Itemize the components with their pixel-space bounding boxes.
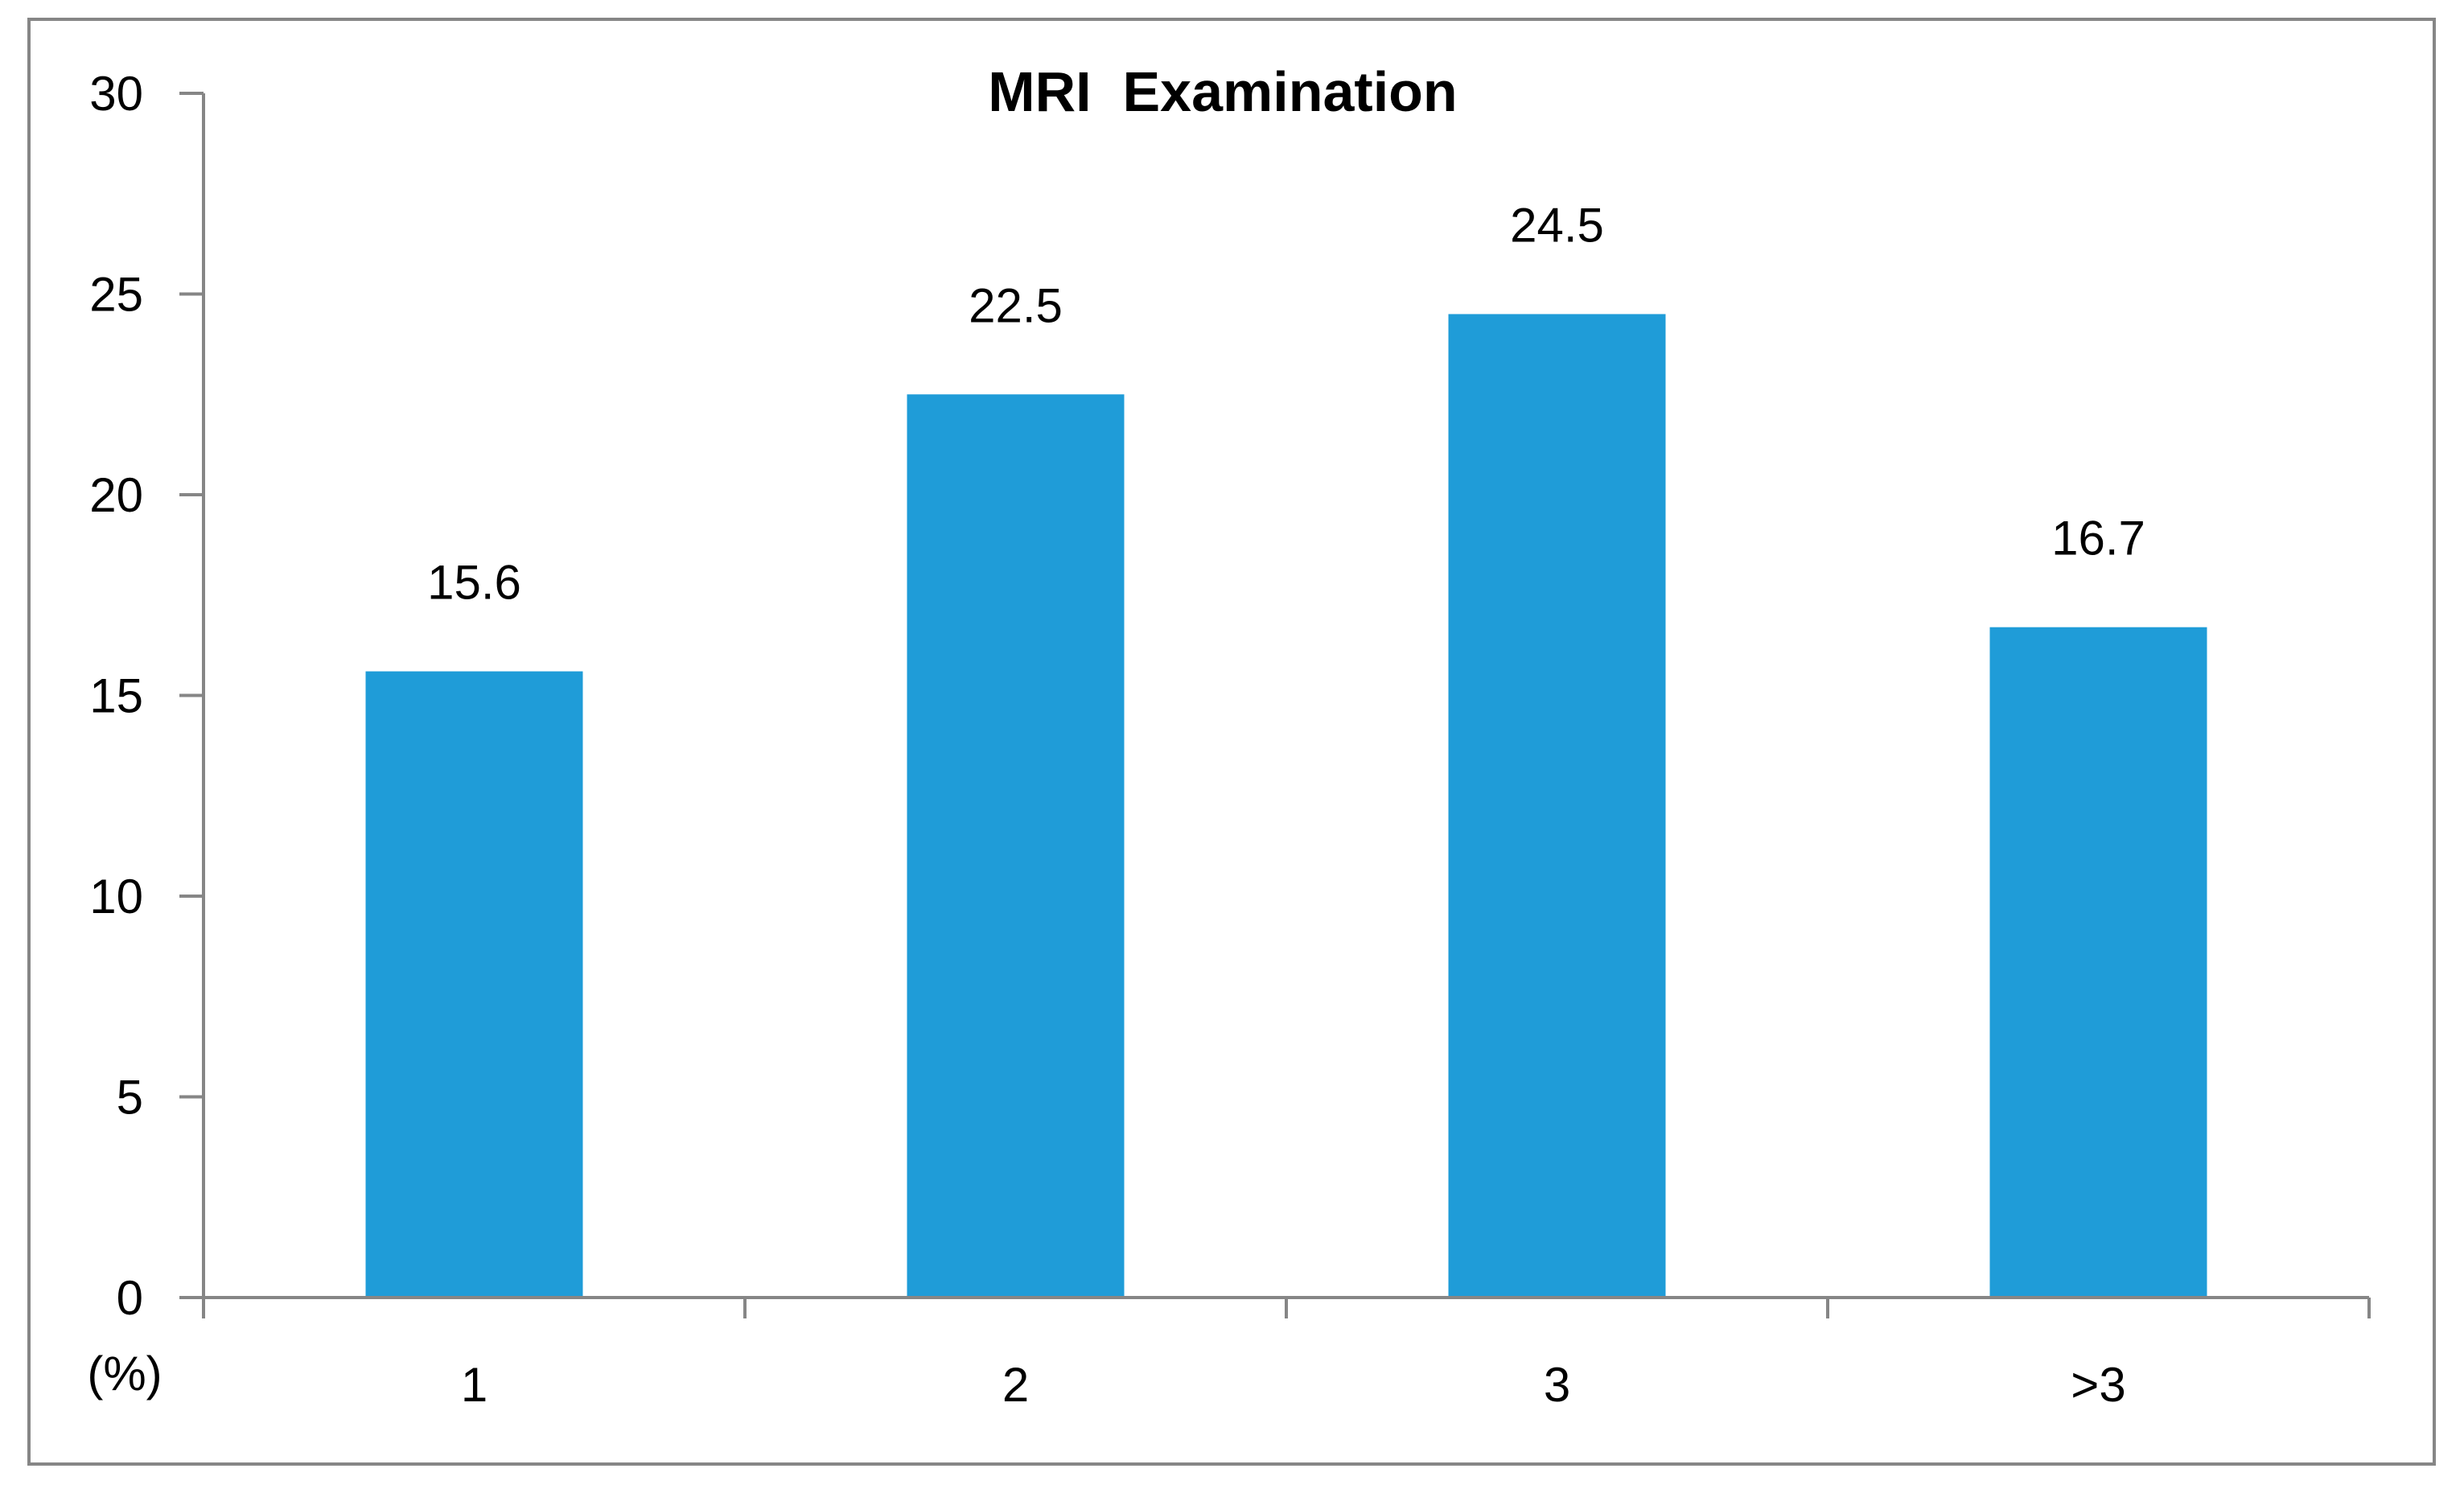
data-label-3: 24.5 xyxy=(1510,198,1604,252)
bar-2 xyxy=(907,394,1125,1298)
x-tick-label-1: 1 xyxy=(461,1358,487,1412)
bar-3 xyxy=(1448,314,1666,1298)
x-tick-label-4: >3 xyxy=(2071,1358,2125,1412)
y-tick-label-30: 30 xyxy=(89,67,143,121)
y-tick-label-10: 10 xyxy=(89,870,143,923)
bar-1 xyxy=(365,671,583,1298)
y-tick-label-25: 25 xyxy=(89,268,143,322)
chart-title: MRI Examination xyxy=(988,60,1457,123)
bar-4 xyxy=(1989,627,2207,1298)
data-label-2: 22.5 xyxy=(969,278,1063,332)
y-tick-label-15: 15 xyxy=(89,669,143,723)
y-axis-unit-label: (%) xyxy=(87,1347,162,1401)
data-label-1: 15.6 xyxy=(427,556,521,610)
data-label-4: 16.7 xyxy=(2051,512,2145,566)
y-tick-label-0: 0 xyxy=(117,1271,143,1325)
labels-layer: 15.6 22.5 24.5 16.7 0 5 10 15 20 25 30 1 2 3 >3 xyxy=(89,67,2145,1412)
y-tick-label-5: 5 xyxy=(117,1071,143,1125)
bars-layer xyxy=(365,314,2207,1298)
y-tick-label-20: 20 xyxy=(89,468,143,522)
x-tick-label-2: 2 xyxy=(1002,1358,1029,1412)
axes-layer xyxy=(179,92,2371,1318)
x-tick-label-3: 3 xyxy=(1544,1358,1570,1412)
